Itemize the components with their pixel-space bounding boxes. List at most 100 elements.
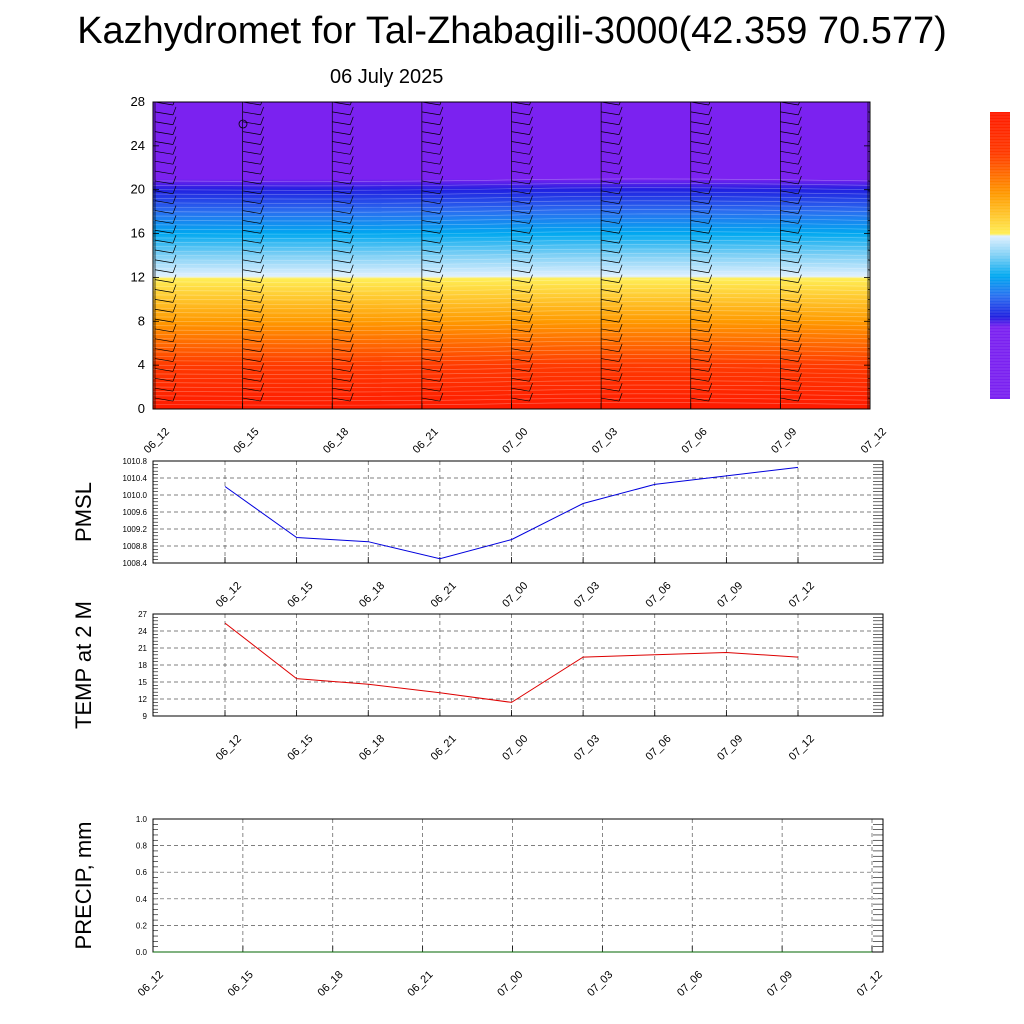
wind-barb-flag [529,116,533,125]
wind-barb-flag [798,195,802,204]
wind-barb-flag [618,294,623,303]
wind-barb-flag [349,383,354,392]
wind-barb-flag [260,126,264,135]
wind-barb-flag [439,185,444,194]
wind-barb-flag [349,235,354,244]
wind-barb-flag [260,136,264,145]
wind-barb [332,338,351,343]
wind-barb-flag [798,175,802,185]
x-tick-label: 06_12 [214,580,244,610]
wind-barb-flag [260,343,264,352]
wind-barb-flag [172,323,177,333]
wind-barb [332,348,351,353]
wind-barb [421,299,440,303]
wind-barb-flag [886,206,889,214]
wind-barb [780,348,799,353]
y-axis-label: TEMP at 2 M [71,601,96,729]
wind-barb-flag [618,175,623,185]
x-tick-label: 07_09 [769,426,799,456]
wind-barb [867,190,870,192]
wind-barb [154,180,174,185]
wind-barb-flag [260,313,264,323]
wind-barb-flag [798,185,802,194]
wind-barb [242,318,261,323]
wind-barb-flag [618,102,621,106]
wind-barb [511,170,530,175]
wind-barb-flag [172,254,177,264]
wind-barb [511,318,530,323]
wind-barb-flag [172,294,177,303]
wind-barb [332,269,351,274]
wind-barb [690,131,709,135]
wind-barb-flag [708,323,713,333]
wind-barb-flag [439,343,444,352]
wind-barb [511,141,530,145]
wind-barb-flag [349,225,354,234]
wind-barb-flag [439,383,444,392]
wind-barb-flag [349,165,354,175]
wind-barb-flag [798,313,802,323]
wind-barb [690,328,709,333]
wind-barb-flag [529,392,533,402]
wind-barb-flag [349,343,354,352]
wind-barb [421,259,440,264]
wind-barb [690,160,709,165]
wind-barb [242,200,261,205]
wind-barb-flag [439,225,444,234]
wind-barb [242,377,261,382]
wind-barb-flag [439,323,444,333]
y-axis-label: PMSL [71,482,96,542]
x-tick-label: 06_15 [231,426,261,456]
wind-barb [511,249,530,254]
wind-barb-flag [172,126,177,135]
wind-barb [780,220,799,224]
wind-barb [511,131,530,135]
y-tick-label: 28 [131,94,145,109]
wind-barb-flag [529,106,533,115]
wind-barb-flag [886,146,889,154]
wind-barb [511,210,530,214]
wind-barb-flag [708,185,713,194]
wind-barb [511,160,530,165]
wind-barb [780,308,799,313]
wind-barb-flag [529,304,533,313]
wind-barb [154,190,174,195]
wind-barb [780,259,799,264]
wind-barb [154,259,174,264]
wind-barb-flag [618,195,623,204]
wind-barb [690,200,709,205]
y-tick-label: 8 [138,313,145,328]
wind-barb-flag [260,175,264,185]
x-tick-label: 06_12 [142,426,172,456]
wind-barb-flag [439,333,444,342]
wind-barb [511,299,530,303]
wind-barb [421,200,440,205]
wind-barb [780,190,799,195]
y-tick-label: 9 [143,712,148,721]
wind-barb-flag [618,274,623,283]
wind-barb-flag [172,205,177,214]
wind-barb-flag [172,244,177,254]
wind-barb-flag [439,353,444,362]
wind-barb [511,308,530,313]
wind-barb-flag [886,354,889,362]
wind-barb-flag [886,196,889,204]
wind-barb [511,397,530,402]
wind-barb [780,239,799,244]
x-tick-label: 06_15 [226,969,256,999]
wind-barb [421,348,440,353]
wind-barb-flag [529,323,533,333]
wind-barb-flag [618,205,623,214]
wind-barb-flag [529,353,533,362]
wind-barb-flag [798,146,802,155]
wind-barb [154,200,174,205]
wind-barb-flag [618,284,623,293]
wind-barb [601,308,620,313]
wind-barb [154,348,174,353]
wind-barb [867,348,870,350]
wind-barb-flag [618,106,623,115]
wind-barb-flag [439,294,444,303]
wind-barb [867,111,870,113]
wind-barb-flag [260,195,264,204]
wind-barb [154,150,174,155]
